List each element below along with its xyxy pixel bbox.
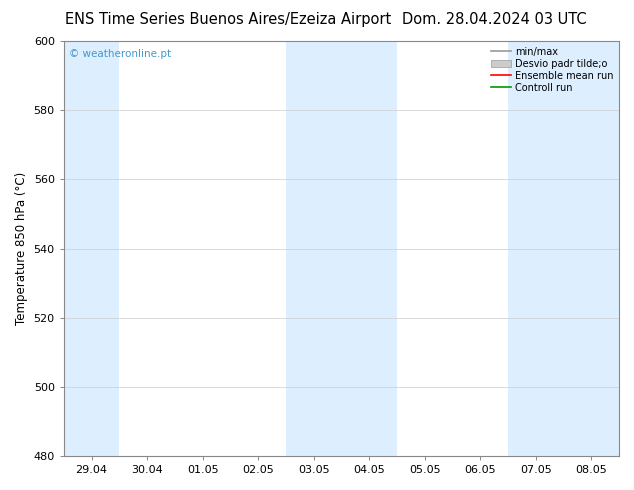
Legend: min/max, Desvio padr tilde;o, Ensemble mean run, Controll run: min/max, Desvio padr tilde;o, Ensemble m… [488,43,617,97]
Bar [508,41,564,456]
Text: ENS Time Series Buenos Aires/Ezeiza Airport: ENS Time Series Buenos Aires/Ezeiza Airp… [65,12,391,27]
Text: Dom. 28.04.2024 03 UTC: Dom. 28.04.2024 03 UTC [402,12,587,27]
Bar [286,41,342,456]
Bar [342,41,397,456]
Bar [564,41,619,456]
Bar [64,41,119,456]
Y-axis label: Temperature 850 hPa (°C): Temperature 850 hPa (°C) [15,172,28,325]
Text: © weatheronline.pt: © weatheronline.pt [69,49,172,59]
